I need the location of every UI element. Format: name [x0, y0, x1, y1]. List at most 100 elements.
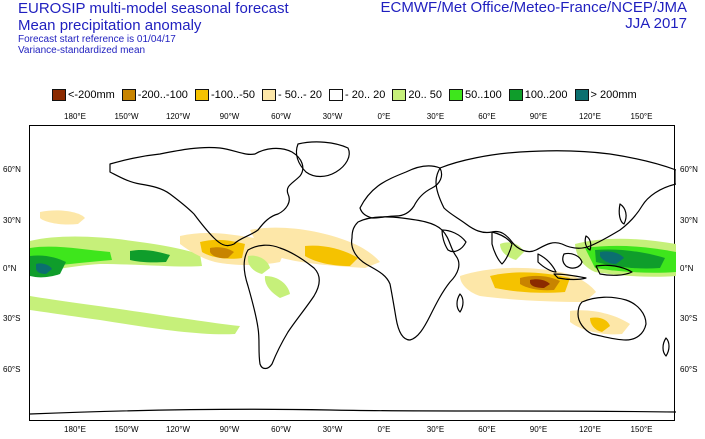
legend-label: 100..200: [524, 89, 568, 101]
coast-madagascar: [456, 293, 464, 313]
anomaly-central-america-dry-3: [210, 247, 234, 259]
variable-title: Mean precipitation anomaly: [18, 17, 202, 34]
legend-label: -100..-50: [210, 89, 255, 101]
legend-swatch: [508, 89, 523, 101]
longitude-tick-label: 120°E: [579, 425, 601, 434]
legend-label: > 200mm: [590, 89, 637, 101]
main-title: EUROSIP multi-model seasonal forecast: [18, 0, 289, 17]
longitude-tick-label: 60°E: [478, 112, 496, 121]
legend-item: 100..200: [508, 89, 568, 101]
longitude-tick-label: 120°W: [165, 112, 191, 121]
legend-label: <-200mm: [68, 89, 115, 101]
anomaly-atlantic-dry-core: [305, 245, 358, 266]
coast-europe: [359, 165, 443, 219]
longitude-tick-label: 120°E: [579, 112, 601, 121]
coast-australia: [577, 296, 647, 341]
coast-philippines: [584, 235, 592, 251]
longitude-tick-label: 0°E: [377, 112, 391, 121]
anomaly-pacific-wet-core2: [130, 249, 170, 263]
method-text: Variance-standardized mean: [18, 45, 146, 56]
longitude-tick-label: 30°E: [426, 425, 445, 434]
latitude-tick-label: 30°S: [3, 314, 21, 323]
legend-item: 20.. 50: [392, 89, 442, 101]
anomaly-india-wet: [500, 242, 524, 260]
anomaly-australia-dry-core: [590, 317, 610, 332]
coast-south-america: [243, 244, 320, 370]
longitude-tick-label: 150°W: [114, 425, 139, 434]
header-left: EUROSIP multi-model seasonal forecast Me…: [18, 0, 289, 56]
legend-swatch: [574, 89, 589, 101]
latitude-tick-label: 30°N: [3, 216, 21, 225]
season-title: JJA 2017: [625, 15, 687, 32]
latitude-tick-label: 60°S: [680, 365, 698, 374]
anomaly-west-pacific-wet-max: [600, 251, 624, 264]
legend-item: > 200mm: [574, 89, 637, 101]
latitude-tick-label: 60°S: [3, 365, 21, 374]
anomaly-pacific-wet-max: [36, 263, 52, 274]
latitude-tick-label: 0°N: [680, 264, 694, 273]
legend-item: -100..-50: [194, 89, 255, 101]
coast-java: [553, 273, 587, 281]
legend-label: 50..100: [465, 89, 502, 101]
coast-india: [491, 231, 513, 265]
legend-item: - 20.. 20: [329, 89, 385, 101]
legend-item: -200..-100: [121, 89, 188, 101]
longitude-tick-label: 150°W: [114, 112, 139, 121]
coast-japan: [618, 203, 627, 225]
legend-item: - 50..- 20: [261, 89, 322, 101]
anomaly-fields: [30, 210, 676, 335]
legend-label: 20.. 50: [408, 89, 442, 101]
map-svg: [30, 141, 676, 415]
longitude-tick-label: 90°W: [219, 425, 240, 434]
forecast-start-text: Forecast start reference is 01/04/17: [18, 34, 176, 45]
anomaly-hawaii-dry: [40, 210, 85, 225]
coast-asia: [435, 150, 676, 253]
coast-sumatra: [537, 253, 557, 273]
anomaly-south-america-wet: [248, 255, 270, 274]
latitude-tick-label: 60°N: [3, 165, 21, 174]
latitude-tick-label: 30°S: [680, 314, 698, 323]
legend-label: - 20.. 20: [345, 89, 386, 101]
coast-borneo: [562, 252, 583, 269]
legend-item: <-200mm: [52, 89, 115, 101]
coast-new-zealand: [662, 337, 670, 357]
latitude-tick-label: 60°N: [680, 165, 698, 174]
legend-label: -200..-100: [137, 89, 188, 101]
longitude-tick-label: 150°E: [630, 112, 653, 121]
header-right: ECMWF/Met Office/Meteo-France/NCEP/JMA J…: [381, 0, 687, 32]
legend: <-200mm -200..-100 -100..-50 - 50..- 20 - 20…: [52, 88, 644, 102]
anomaly-pacific-south-wet: [30, 296, 240, 335]
coast-new-guinea: [595, 264, 633, 276]
longitude-tick-label: 90°E: [529, 425, 548, 434]
centres-title: ECMWF/Met Office/Meteo-France/NCEP/JMA: [380, 0, 687, 16]
anomaly-indian-ocean-dry-max: [530, 279, 550, 288]
coast-africa: [351, 216, 460, 341]
legend-swatch: [121, 89, 136, 101]
map-panel: [29, 125, 676, 421]
legend-item: 50..100: [449, 89, 502, 101]
longitude-tick-label: 180°E: [64, 112, 86, 121]
longitude-tick-label: 90°W: [219, 112, 240, 121]
longitude-tick-label: 30°W: [322, 425, 343, 434]
anomaly-south-atlantic-wet: [264, 276, 290, 298]
coast-greenland: [295, 141, 350, 178]
legend-swatch: [329, 89, 343, 101]
anomaly-pacific-itcz-wet: [30, 236, 202, 274]
longitude-tick-label: 0°E: [377, 425, 391, 434]
legend-swatch: [194, 89, 209, 101]
legend-label: - 50..- 20: [277, 89, 322, 101]
longitude-tick-label: 150°E: [630, 425, 653, 434]
longitude-tick-label: 60°E: [478, 425, 496, 434]
legend-swatch: [261, 89, 276, 101]
legend-swatch: [52, 89, 66, 101]
coast-north-america: [109, 146, 304, 247]
latitude-tick-label: 30°N: [680, 216, 698, 225]
longitude-tick-label: 120°W: [165, 425, 191, 434]
longitude-tick-label: 180°E: [64, 425, 86, 434]
coast-antarctica: [30, 408, 676, 415]
latitude-tick-label: 0°N: [3, 264, 17, 273]
legend-swatch: [392, 89, 407, 101]
coastlines: [30, 141, 676, 415]
longitude-tick-label: 90°E: [529, 112, 548, 121]
longitude-tick-label: 60°W: [271, 425, 291, 434]
